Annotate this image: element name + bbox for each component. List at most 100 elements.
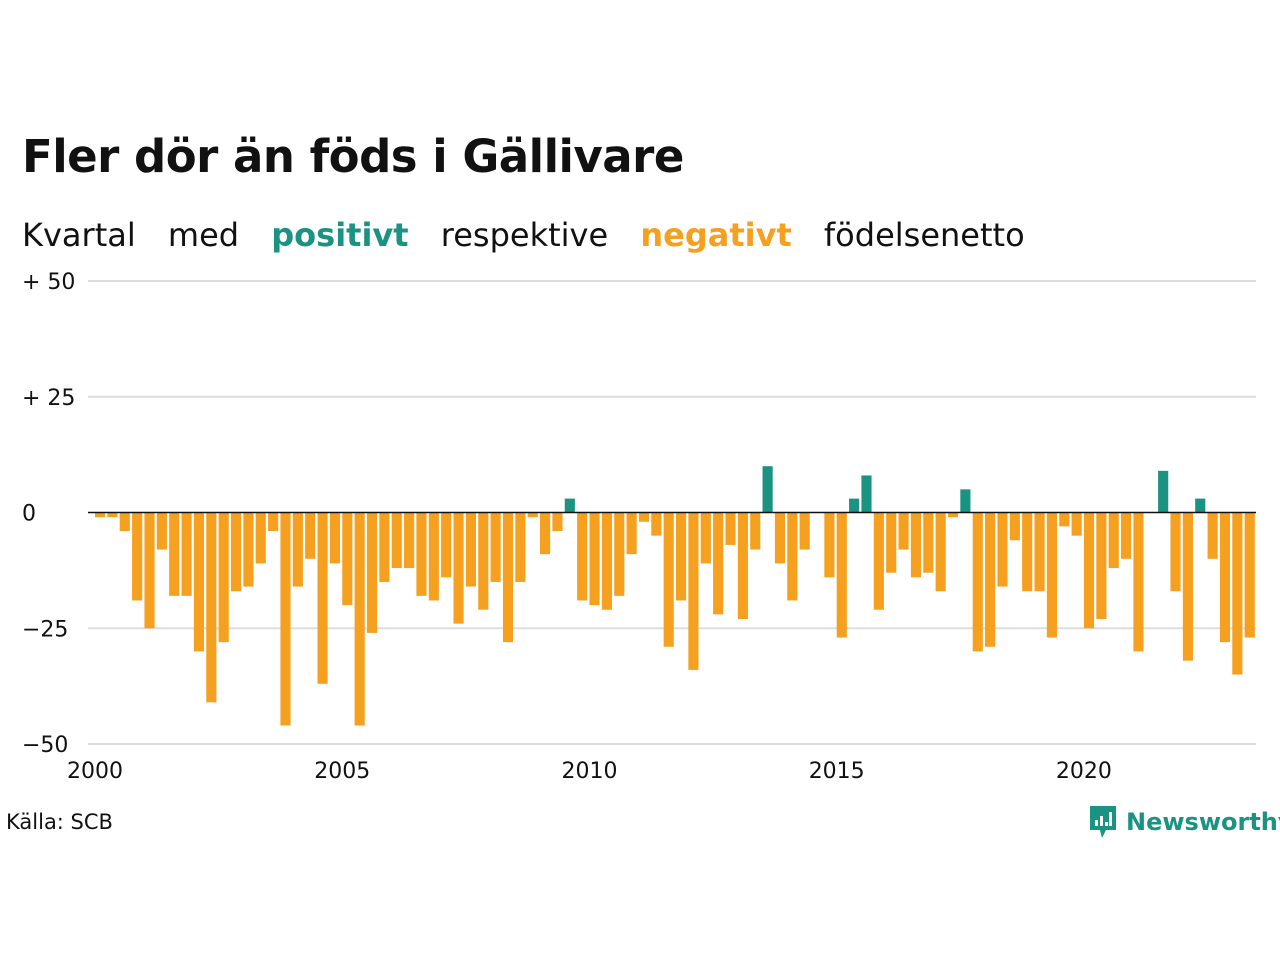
bar-negative (1170, 512, 1181, 592)
bar-negative (156, 512, 167, 550)
bar-negative (144, 512, 155, 629)
subtitle-positive-label: positivt (271, 216, 409, 254)
bar-negative (799, 512, 810, 550)
bar-negative (614, 512, 625, 596)
bar-negative (676, 512, 687, 601)
y-tick-label: −50 (22, 733, 68, 758)
bar-negative (193, 512, 205, 652)
bar-negative (910, 512, 922, 578)
x-tick-label: 2020 (1056, 759, 1112, 784)
logo-text: Newsworthy (1126, 808, 1280, 836)
bar-negative (465, 512, 476, 587)
bar-positive (762, 466, 773, 513)
bar-negative (317, 512, 328, 684)
bar-negative (416, 512, 427, 596)
subtitle-word-fodelsenetto: födelsenetto (823, 216, 1025, 254)
bar-negative (1083, 512, 1095, 629)
bar-negative (132, 512, 143, 601)
bar-negative (95, 512, 106, 518)
bar-negative (873, 512, 884, 610)
bar-negative (478, 512, 489, 610)
x-tick-label: 2010 (561, 759, 617, 784)
bar-negative (552, 512, 563, 532)
bar-negative (663, 512, 674, 647)
bar-negative (441, 512, 452, 578)
bar-negative (725, 512, 736, 545)
bar-negative (700, 512, 711, 564)
bar-negative (577, 512, 588, 601)
bar-positive (960, 489, 971, 513)
bar-negative (972, 512, 983, 652)
bar-negative (107, 512, 118, 518)
bar-chart-speech-bubble-icon (1090, 806, 1116, 838)
bar-negative (985, 512, 996, 647)
bar-negative (774, 512, 786, 564)
bar-negative (169, 512, 180, 596)
bar-negative (366, 512, 378, 633)
bar-negative (379, 512, 390, 582)
bar-negative (651, 512, 662, 536)
bar-negative (626, 512, 637, 555)
bar-negative (1219, 512, 1231, 643)
subtitle-negative-label: negativt (640, 216, 792, 254)
bar-negative (601, 512, 612, 610)
bar-negative (737, 512, 748, 619)
subtitle-word-med: med (167, 216, 240, 254)
bar-negative (527, 512, 538, 518)
y-tick-label: 0 (22, 502, 36, 527)
bar-negative (1108, 512, 1119, 569)
bar-negative (1207, 512, 1218, 559)
bar-negative (243, 512, 254, 587)
x-tick-label: 2005 (314, 759, 370, 784)
chart-title: Fler dör än föds i Gällivare (22, 130, 684, 183)
bar-negative (404, 512, 415, 569)
bar-negative (997, 512, 1008, 587)
bar-negative (354, 512, 365, 726)
bar-negative (1059, 512, 1070, 527)
bar-negative (1182, 512, 1193, 661)
bar-negative (750, 512, 761, 550)
bar-positive (1158, 470, 1169, 513)
bar-negative (1096, 512, 1107, 619)
bar-negative (1034, 512, 1045, 592)
bar-positive (861, 475, 872, 513)
bar-positive (849, 498, 860, 513)
bar-negative (181, 512, 192, 596)
bar-negative (1133, 512, 1144, 652)
bar-negative (502, 512, 514, 643)
bar-positive (1195, 498, 1206, 513)
bar-negative (1046, 512, 1057, 638)
bars (95, 466, 1255, 726)
bar-negative (230, 512, 242, 592)
newsworthy-logo: Newsworthy (1088, 804, 1280, 840)
bar-negative (305, 512, 316, 559)
bar-negative (923, 512, 934, 573)
bar-positive (564, 498, 575, 513)
bar-negative (688, 512, 699, 670)
bar-negative (638, 512, 650, 522)
subtitle-word-kvartal: Kvartal (22, 216, 136, 254)
bar-negative (898, 512, 909, 550)
source-note: Källa: SCB (6, 810, 113, 834)
bar-negative (824, 512, 835, 578)
bar-negative (1244, 512, 1255, 638)
bar-negative (540, 512, 551, 555)
bar-negative (947, 512, 959, 518)
bar-negative (391, 512, 402, 569)
bar-negative (218, 512, 229, 643)
y-tick-label: + 50 (22, 270, 75, 295)
x-tick-label: 2015 (809, 759, 865, 784)
bar-negative (329, 512, 341, 564)
bar-negative (935, 512, 946, 592)
bar-negative (1009, 512, 1020, 541)
y-tick-label: + 25 (22, 386, 75, 411)
bar-negative (428, 512, 439, 601)
bar-negative (490, 512, 501, 582)
bar-negative (206, 512, 217, 703)
bar-negative (886, 512, 897, 573)
chart-subtitle: Kvartal med positivt respektive negativt… (22, 216, 1047, 254)
bar-negative (453, 512, 464, 624)
subtitle-word-respektive: respektive (440, 216, 609, 254)
